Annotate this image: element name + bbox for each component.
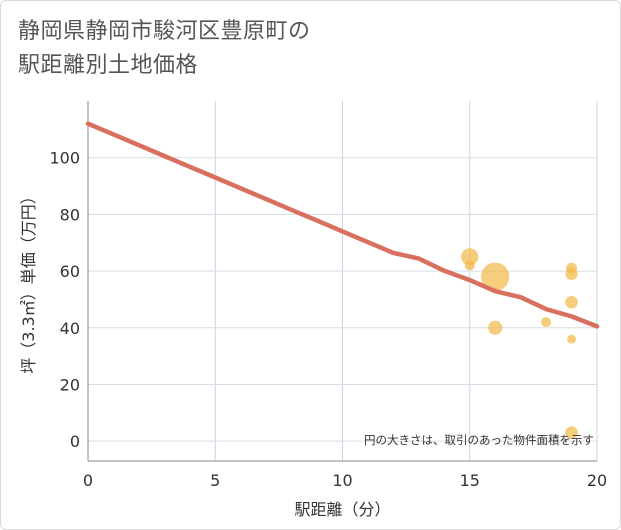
- axes: [87, 101, 597, 462]
- data-point: [464, 260, 475, 271]
- y-tick-label: 100: [49, 149, 80, 168]
- x-tick-label: 15: [460, 471, 480, 490]
- x-tick-label: 20: [587, 471, 607, 490]
- data-point: [488, 320, 503, 335]
- trend-layer: [85, 121, 600, 329]
- y-tick-label: 40: [60, 319, 80, 338]
- y-tick-label: 0: [70, 432, 80, 451]
- chart-title-line-1: 静岡県静岡市駿河区豊原町の: [18, 19, 311, 44]
- x-tick-label: 0: [83, 471, 93, 490]
- bubbles: [461, 248, 578, 439]
- y-tick-label: 60: [60, 262, 80, 281]
- data-point: [567, 334, 577, 344]
- x-axis-label: 駅距離（分）: [294, 500, 390, 519]
- data-point: [565, 295, 578, 309]
- data-point: [541, 317, 552, 328]
- size-note: 円の大きさは、取引のあった物件面積を示す: [364, 433, 594, 447]
- trend-line: [85, 121, 600, 329]
- y-axis-label: 坪（3.3㎡）単価（万円）: [19, 188, 38, 373]
- chart-title: 静岡県静岡市駿河区豊原町の 駅距離別土地価格: [18, 15, 311, 83]
- y-tick-label: 20: [60, 375, 80, 394]
- x-tick-label: 5: [210, 471, 220, 490]
- data-point: [461, 248, 479, 266]
- chart-title-line-2: 駅距離別土地価格: [18, 53, 199, 78]
- data-point: [481, 262, 510, 291]
- data-point: [565, 426, 578, 439]
- x-tick-label: 10: [332, 471, 352, 490]
- data-point: [565, 267, 578, 281]
- tick-labels: 0 5 10 15 20 0 20 40 60 80 100: [49, 149, 607, 490]
- y-tick-label: 80: [60, 205, 80, 224]
